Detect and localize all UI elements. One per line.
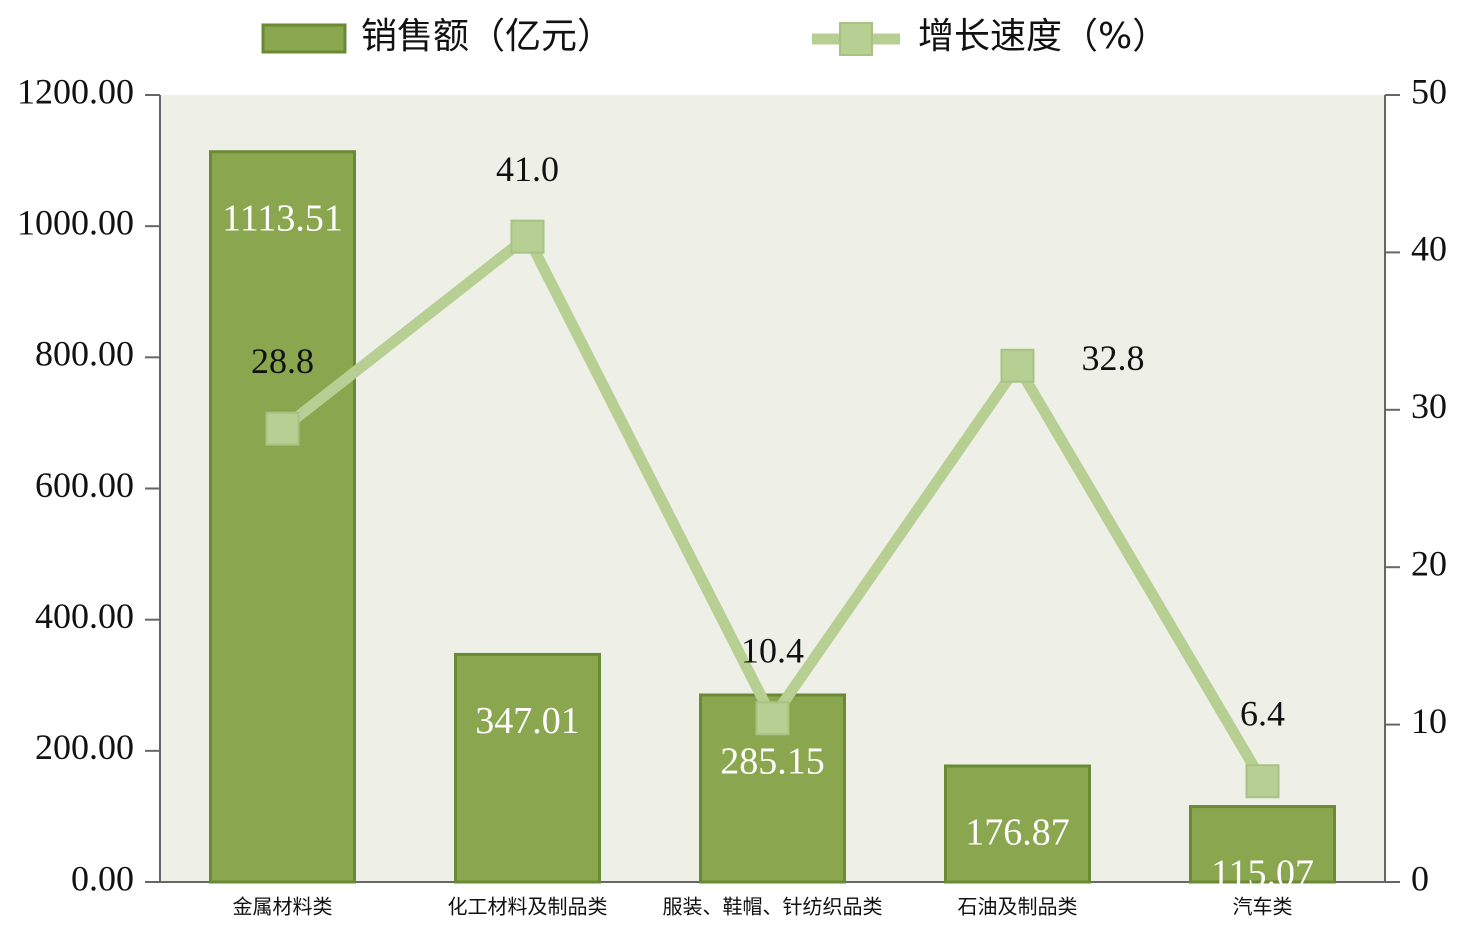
line-label: 28.8 <box>251 341 314 381</box>
x-tick-label: 金属材料类 <box>233 895 333 919</box>
legend-label: 销售额（亿元） <box>361 16 613 57</box>
x-tick-label: 服装、鞋帽、针纺织品类 <box>663 895 883 919</box>
bar-label: 115.07 <box>1211 852 1314 894</box>
y-tick-label: 0.00 <box>71 858 134 898</box>
y-tick-label: 1000.00 <box>17 202 134 242</box>
legend-marker <box>839 22 873 56</box>
marker <box>510 219 545 254</box>
line-label: 10.4 <box>741 631 804 671</box>
y2-tick-label: 50 <box>1411 71 1447 111</box>
y2-tick-label: 10 <box>1411 701 1447 741</box>
legend-label: 增长速度（%） <box>918 16 1168 57</box>
bar-label: 285.15 <box>720 741 825 783</box>
y-tick-label: 1200.00 <box>17 71 134 111</box>
line-label: 6.4 <box>1240 694 1285 734</box>
x-tick-label: 汽车类 <box>1233 895 1293 919</box>
line-label: 41.0 <box>496 149 559 189</box>
marker <box>1245 764 1280 799</box>
y-tick-label: 200.00 <box>35 727 134 767</box>
bar-label: 1113.51 <box>222 197 343 239</box>
bar-label: 347.01 <box>475 700 580 742</box>
y2-tick-label: 20 <box>1411 543 1447 583</box>
x-tick-label: 化工材料及制品类 <box>448 895 608 919</box>
x-tick-label: 石油及制品类 <box>958 895 1078 919</box>
marker <box>755 701 790 736</box>
y2-tick-label: 40 <box>1411 229 1447 269</box>
marker <box>1000 348 1035 383</box>
bar <box>1189 805 1336 884</box>
legend-swatch <box>261 23 347 54</box>
y-tick-label: 800.00 <box>35 334 134 374</box>
y-tick-label: 400.00 <box>35 596 134 636</box>
bar <box>209 150 356 884</box>
bar <box>454 652 601 884</box>
marker <box>265 411 300 446</box>
y2-tick-label: 30 <box>1411 386 1447 426</box>
y2-tick-label: 0 <box>1411 858 1429 898</box>
bar <box>944 764 1091 884</box>
line-label: 32.8 <box>1082 338 1145 378</box>
bar-label: 176.87 <box>965 812 1070 854</box>
y-tick-label: 600.00 <box>35 465 134 505</box>
